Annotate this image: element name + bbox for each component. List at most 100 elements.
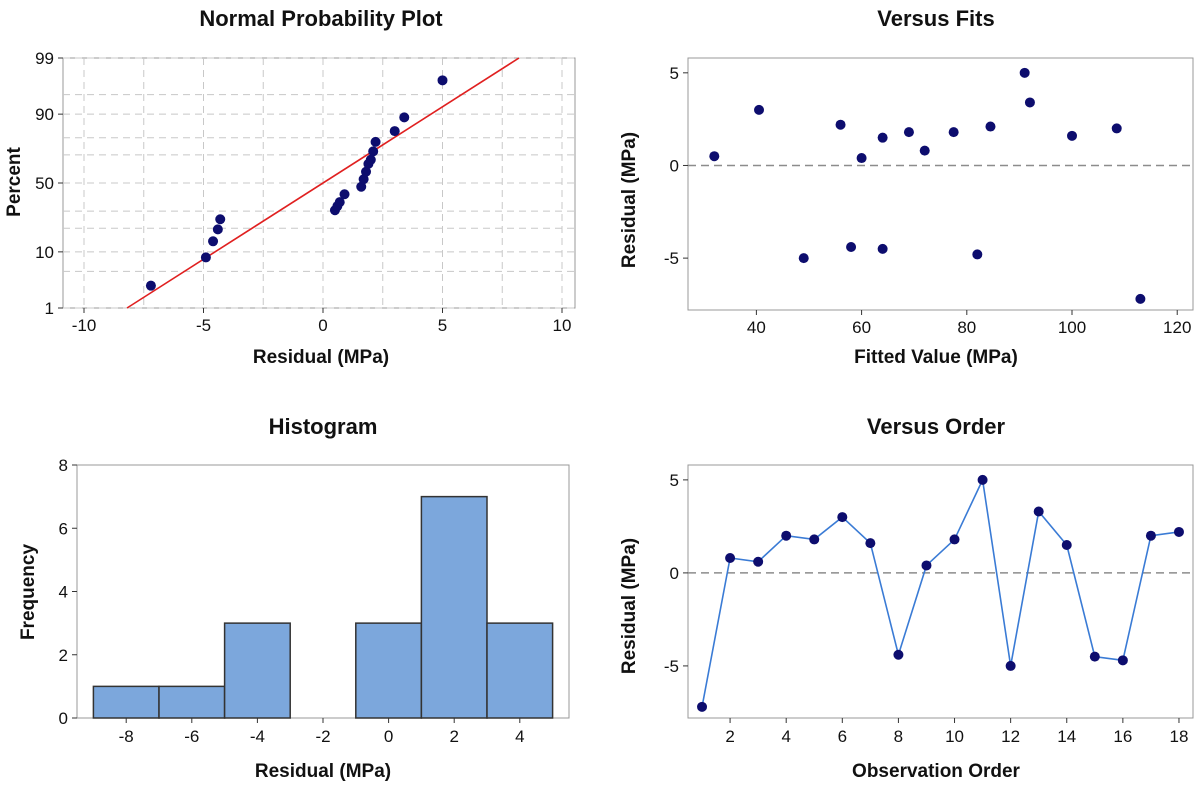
hist-x-tick-label: 2: [449, 727, 458, 746]
fits-data-point: [835, 119, 846, 130]
order-plot-area: [687, 464, 1194, 719]
npp-y-tick-label: 99: [35, 49, 54, 68]
hist-y-tick-label: 2: [59, 646, 68, 665]
npp-data-point: [208, 236, 219, 247]
order-data-point: [1005, 660, 1016, 671]
order-data-point: [725, 553, 736, 564]
order-x-tick-label: 2: [725, 727, 734, 746]
order-data-point: [1033, 506, 1044, 517]
npp-x-tick-label: 0: [318, 316, 327, 335]
order-data-point: [977, 474, 988, 485]
fits-data-point: [903, 127, 914, 138]
npp-data-point: [437, 75, 448, 86]
npp-x-tick-label: 5: [438, 316, 447, 335]
hist-y-tick-label: 4: [59, 583, 68, 602]
fits-data-point: [846, 242, 857, 252]
order-data-point: [837, 512, 848, 523]
hist-title: Histogram: [269, 414, 378, 439]
normal-probability-plot-panel: Normal Probability Plot Residual (MPa) P…: [4, 6, 576, 368]
fits-data-point: [1024, 97, 1035, 108]
npp-x-tick-label: -10: [72, 316, 97, 335]
hist-bar: [223, 622, 291, 719]
order-data-point: [865, 538, 876, 549]
order-x-tick-label: 12: [1001, 727, 1020, 746]
hist-bar: [486, 622, 554, 719]
hist-x-tick-label: -6: [184, 727, 199, 746]
order-data-point: [1089, 651, 1100, 662]
npp-data-point: [200, 252, 211, 263]
fits-plot-area: [687, 57, 1194, 311]
fits-data-point: [754, 104, 765, 115]
fits-y-axis-label: Residual (MPa): [619, 132, 640, 268]
order-data-point: [781, 530, 792, 541]
npp-y-tick-label: 10: [35, 243, 54, 262]
fits-y-tick-label: -5: [664, 249, 679, 268]
npp-data-point: [145, 280, 156, 291]
order-data-point: [1173, 526, 1184, 537]
order-x-axis-label: Observation Order: [852, 761, 1020, 782]
fits-data-point: [798, 253, 809, 264]
order-data-point: [1117, 655, 1128, 666]
fits-y-tick-label: 5: [670, 64, 679, 83]
order-y-tick-label: -5: [664, 657, 679, 676]
npp-x-tick-label: -5: [196, 316, 211, 335]
hist-bar: [355, 622, 423, 719]
order-data-point: [921, 560, 932, 571]
npp-data-point: [399, 112, 410, 123]
order-data-point: [1145, 530, 1156, 541]
npp-x-axis-label: Residual (MPa): [253, 347, 389, 368]
fits-data-point: [1135, 293, 1146, 304]
order-data-point: [1061, 539, 1072, 550]
order-x-tick-label: 16: [1113, 727, 1132, 746]
hist-bar: [92, 685, 160, 719]
hist-x-tick-label: -2: [315, 727, 330, 746]
npp-title: Normal Probability Plot: [199, 6, 443, 31]
npp-data-point: [368, 146, 379, 157]
npp-data-point: [365, 154, 376, 165]
fits-data-point: [877, 243, 888, 254]
fits-data-point: [948, 127, 959, 138]
fits-x-tick-label: 80: [957, 318, 976, 337]
order-data-point: [753, 556, 764, 567]
order-x-tick-label: 10: [945, 727, 964, 746]
fits-data-point: [985, 121, 996, 132]
versus-order-panel: Versus Order Observation Order Residual …: [619, 414, 1194, 782]
npp-data-point: [370, 136, 381, 147]
npp-data-point: [356, 181, 367, 192]
fits-data-point: [856, 153, 867, 164]
order-y-tick-label: 5: [670, 471, 679, 490]
order-data-point: [697, 701, 708, 712]
versus-fits-panel: Versus Fits Fitted Value (MPa) Residual …: [619, 6, 1194, 368]
fits-data-point: [972, 249, 983, 260]
order-x-tick-label: 18: [1170, 727, 1189, 746]
hist-x-axis-label: Residual (MPa): [255, 761, 391, 782]
npp-data-point: [389, 126, 400, 137]
fits-data-point: [709, 151, 720, 162]
order-title: Versus Order: [867, 414, 1006, 439]
order-data-point: [893, 649, 904, 660]
histogram-panel: Histogram Residual (MPa) Frequency -8 -6 -…: [18, 414, 570, 782]
fits-data-point: [919, 145, 930, 156]
fits-data-point: [877, 132, 888, 143]
fits-x-tick-label: 120: [1163, 318, 1191, 337]
hist-x-tick-label: 4: [515, 727, 524, 746]
fits-y-tick-label: 0: [670, 156, 679, 175]
fits-x-tick-label: 60: [852, 318, 871, 337]
order-data-point: [809, 534, 820, 545]
order-y-axis-label: Residual (MPa): [619, 538, 640, 674]
npp-data-point: [215, 214, 226, 225]
hist-x-tick-label: -4: [250, 727, 265, 746]
npp-data-point: [212, 224, 223, 235]
npp-y-tick-label: 50: [35, 174, 54, 193]
hist-bar: [420, 495, 488, 719]
npp-data-point: [334, 197, 345, 208]
npp-data-point: [339, 189, 350, 200]
fits-x-tick-label: 100: [1058, 318, 1086, 337]
npp-fit-line: [126, 57, 520, 309]
hist-y-axis-label: Frequency: [18, 544, 39, 641]
hist-y-tick-label: 0: [59, 709, 68, 728]
fits-data-point: [1067, 130, 1078, 141]
order-y-tick-label: 0: [670, 564, 679, 583]
hist-y-tick-label: 8: [59, 456, 68, 475]
